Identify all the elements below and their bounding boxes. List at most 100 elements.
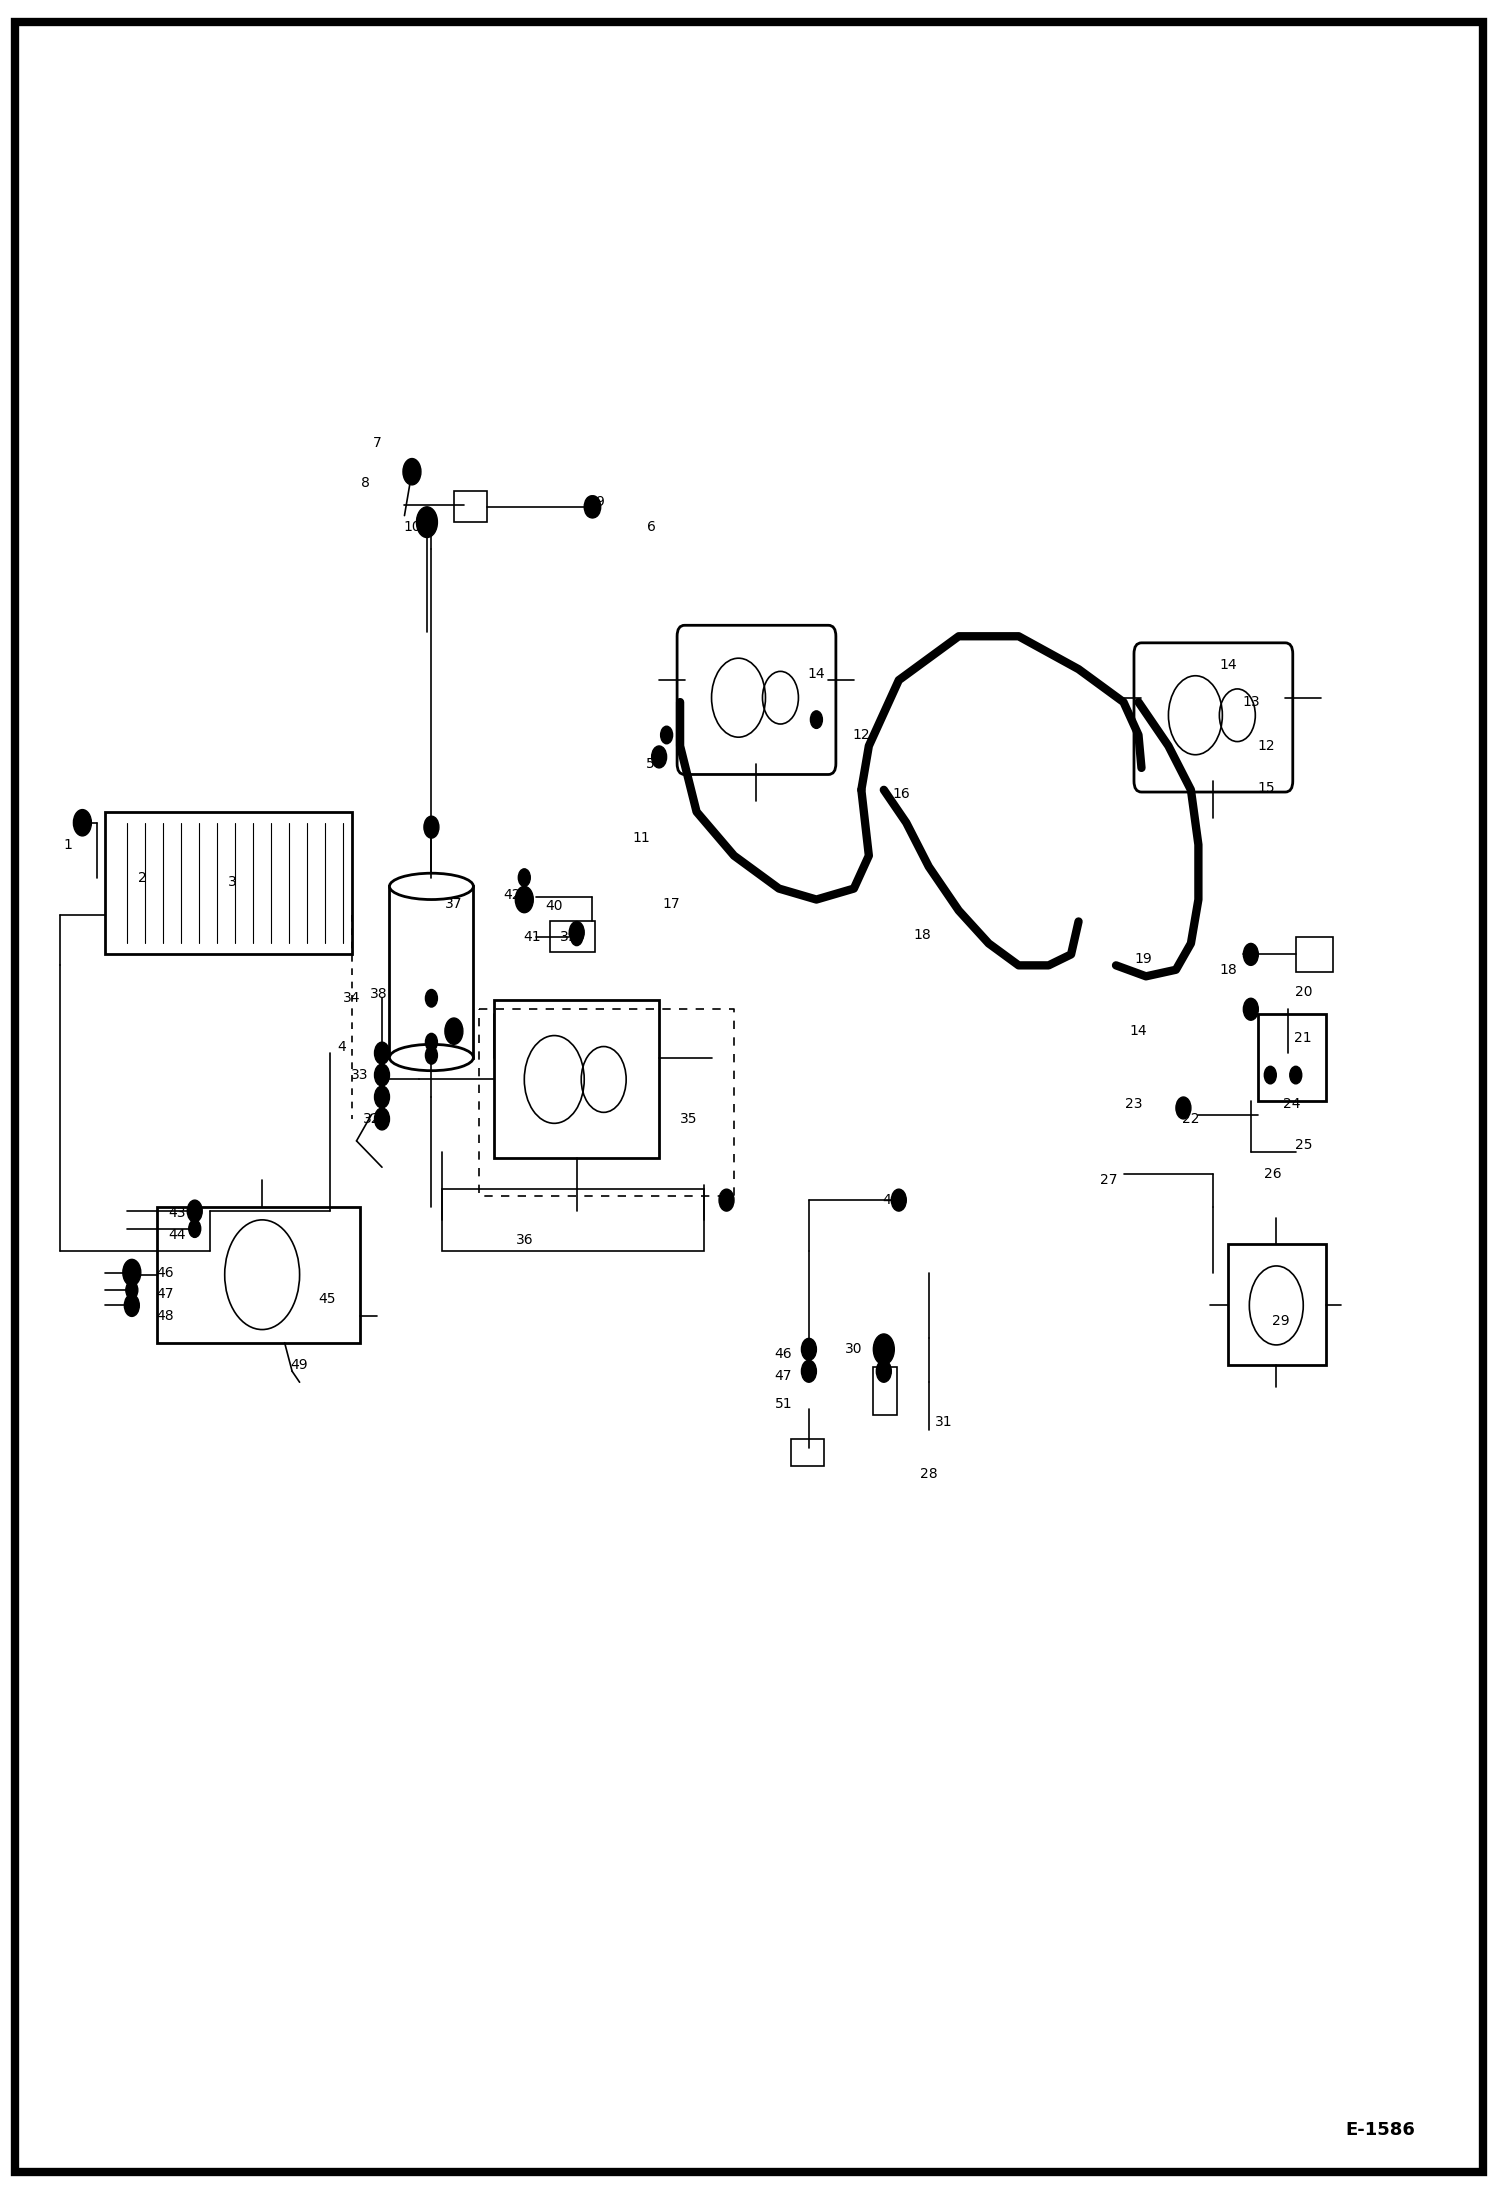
Text: 23: 23 <box>1125 1097 1143 1110</box>
Circle shape <box>374 1042 389 1064</box>
Text: 42: 42 <box>503 889 521 902</box>
Text: 10: 10 <box>403 520 421 533</box>
Bar <box>454 491 487 522</box>
Text: 46: 46 <box>774 1347 792 1360</box>
Circle shape <box>876 1360 891 1382</box>
Circle shape <box>1243 998 1258 1020</box>
Circle shape <box>425 1033 437 1051</box>
Bar <box>873 1367 897 1415</box>
Text: 26: 26 <box>1264 1167 1282 1180</box>
Text: 28: 28 <box>920 1468 938 1481</box>
Text: 16: 16 <box>893 788 911 801</box>
Text: 15: 15 <box>1257 781 1275 794</box>
Circle shape <box>73 810 91 836</box>
Circle shape <box>445 1018 463 1044</box>
Circle shape <box>719 1189 734 1211</box>
Circle shape <box>425 989 437 1007</box>
Text: 49: 49 <box>291 1358 309 1371</box>
Circle shape <box>584 496 599 518</box>
Circle shape <box>569 921 584 943</box>
Text: 47: 47 <box>156 1288 174 1301</box>
Text: 12: 12 <box>852 728 870 742</box>
Ellipse shape <box>389 1044 473 1071</box>
Text: 37: 37 <box>445 897 463 911</box>
Text: 3: 3 <box>228 875 237 889</box>
Circle shape <box>424 816 439 838</box>
Circle shape <box>801 1338 816 1360</box>
Text: 12: 12 <box>1257 739 1275 753</box>
Text: 20: 20 <box>1294 985 1312 998</box>
Text: 31: 31 <box>935 1415 953 1428</box>
Text: 9: 9 <box>595 496 604 509</box>
Text: 46: 46 <box>156 1266 174 1279</box>
Circle shape <box>571 928 583 946</box>
Circle shape <box>515 886 533 913</box>
Circle shape <box>126 1281 138 1299</box>
Text: 8: 8 <box>361 476 370 489</box>
Text: 45: 45 <box>318 1292 336 1305</box>
Text: 14: 14 <box>807 667 825 680</box>
Circle shape <box>518 869 530 886</box>
Bar <box>494 1000 659 1158</box>
Ellipse shape <box>389 873 473 900</box>
Circle shape <box>416 507 437 538</box>
Text: 5: 5 <box>449 1022 458 1036</box>
Text: 14: 14 <box>1219 658 1237 671</box>
Text: 2: 2 <box>138 871 147 884</box>
Text: 6: 6 <box>647 520 656 533</box>
Text: 33: 33 <box>351 1068 369 1082</box>
Bar <box>791 1439 824 1466</box>
Circle shape <box>403 459 421 485</box>
Bar <box>550 921 595 952</box>
Text: 40: 40 <box>545 900 563 913</box>
Text: 43: 43 <box>168 1207 186 1220</box>
FancyBboxPatch shape <box>1134 643 1293 792</box>
Text: 25: 25 <box>1294 1139 1312 1152</box>
Circle shape <box>652 746 667 768</box>
Text: E-1586: E-1586 <box>1345 2122 1416 2139</box>
Text: 36: 36 <box>515 1233 533 1246</box>
Bar <box>1258 1014 1326 1101</box>
Circle shape <box>374 1108 389 1130</box>
Circle shape <box>374 1086 389 1108</box>
Text: 38: 38 <box>370 987 388 1000</box>
Circle shape <box>425 1047 437 1064</box>
Text: 21: 21 <box>1294 1031 1312 1044</box>
Text: 22: 22 <box>1182 1112 1200 1126</box>
FancyBboxPatch shape <box>677 625 836 774</box>
Text: 11: 11 <box>632 832 650 845</box>
Text: 18: 18 <box>914 928 932 941</box>
Text: 14: 14 <box>1129 1025 1147 1038</box>
Text: 17: 17 <box>662 897 680 911</box>
Text: 29: 29 <box>1272 1314 1290 1327</box>
Text: 4: 4 <box>337 1040 346 1053</box>
Bar <box>157 1207 360 1343</box>
Text: 51: 51 <box>774 1398 792 1411</box>
Text: 48: 48 <box>882 1194 900 1207</box>
Circle shape <box>374 1064 389 1086</box>
Bar <box>1228 1244 1326 1365</box>
Circle shape <box>801 1360 816 1382</box>
Text: 27: 27 <box>1100 1174 1118 1187</box>
Circle shape <box>810 711 822 728</box>
Text: 24: 24 <box>1282 1097 1300 1110</box>
Text: 30: 30 <box>845 1343 863 1356</box>
Bar <box>389 886 473 1058</box>
Text: 32: 32 <box>363 1112 380 1126</box>
Text: 48: 48 <box>156 1310 174 1323</box>
Circle shape <box>873 1334 894 1365</box>
Text: 34: 34 <box>343 992 361 1005</box>
Circle shape <box>189 1220 201 1237</box>
Text: 50: 50 <box>646 757 664 770</box>
Circle shape <box>1290 1066 1302 1084</box>
Circle shape <box>124 1294 139 1316</box>
Text: 7: 7 <box>373 437 382 450</box>
Text: 41: 41 <box>523 930 541 943</box>
Circle shape <box>1176 1097 1191 1119</box>
Text: 13: 13 <box>1242 695 1260 709</box>
Text: 44: 44 <box>168 1229 186 1242</box>
Bar <box>105 812 352 954</box>
Circle shape <box>123 1259 141 1286</box>
Text: 35: 35 <box>680 1112 698 1126</box>
Text: 1: 1 <box>63 838 72 851</box>
